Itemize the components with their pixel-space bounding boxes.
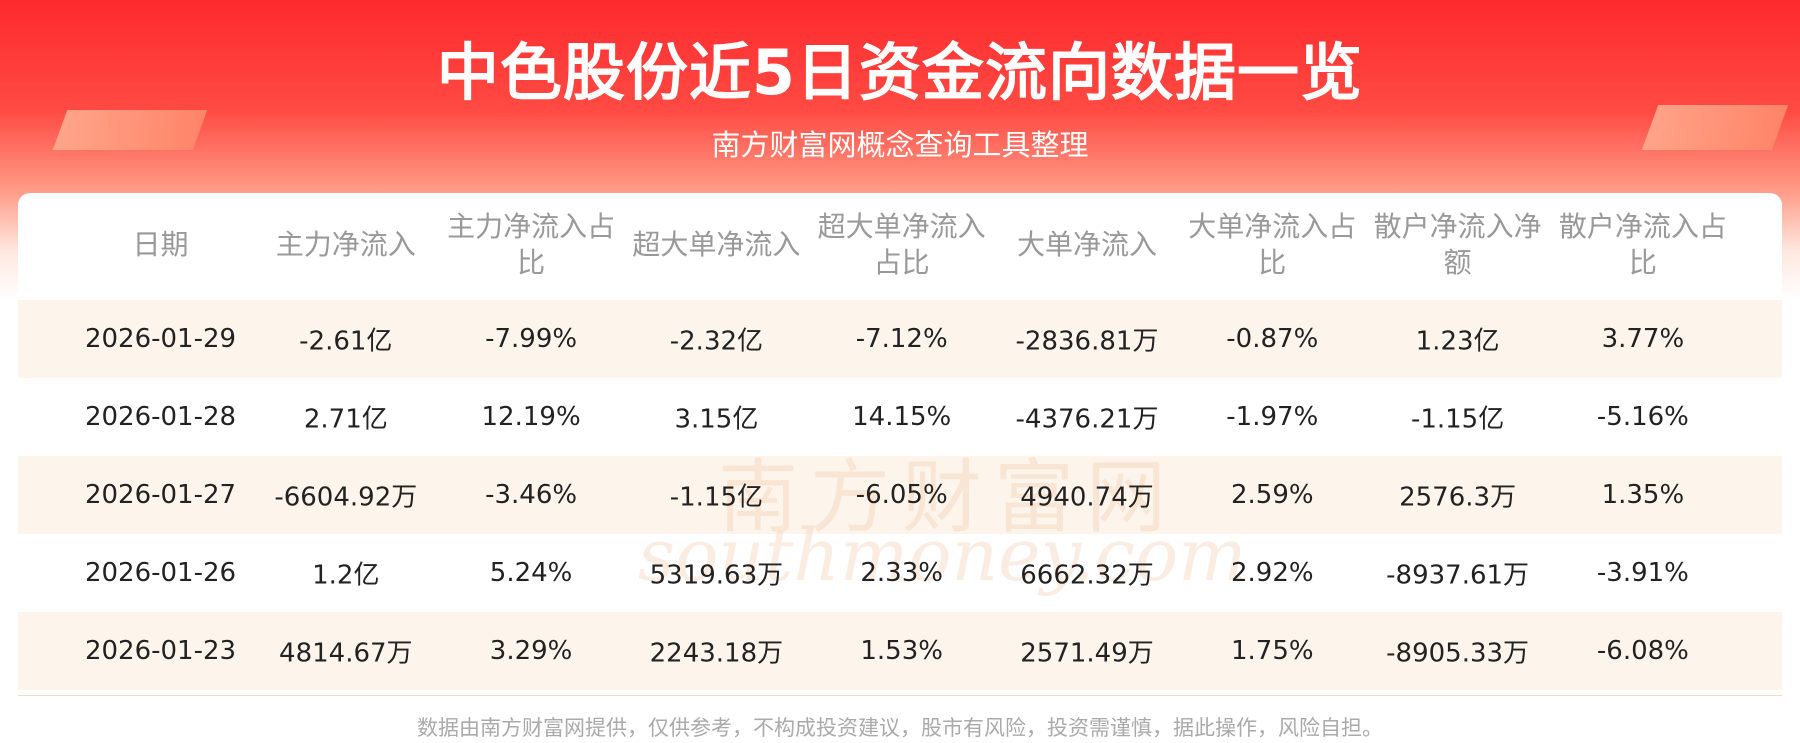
table-cell: -4376.21万 (1015, 404, 1159, 435)
table-cell: -8905.33万 (1386, 638, 1530, 669)
table-cell: 5.24% (489, 558, 573, 588)
table-cell: 6662.32万 (1020, 560, 1154, 591)
table-cell: -1.15亿 (669, 482, 764, 513)
row-background (18, 300, 1782, 378)
table-cell: 2026-01-29 (84, 324, 237, 354)
table-cell: 1.53% (860, 636, 943, 666)
title: 中色股份近5日资金流向数据一览 (436, 36, 1364, 109)
table-cell: -7.12% (855, 324, 948, 354)
table-cell: 5319.63万 (649, 560, 784, 591)
table-cell: 1.35% (1601, 480, 1685, 510)
subtitle: 南方财富网概念查询工具整理 (711, 128, 1089, 162)
column-header: 日期 (132, 228, 189, 261)
table-cell: -6.05% (855, 480, 948, 510)
footer: 数据由南方财富网提供，仅供参考，不构成投资建议，股市有风险，投资需谨慎，据此操作… (417, 716, 1383, 740)
table-cell: 1.2亿 (312, 560, 380, 591)
table-cell: 2571.49万 (1020, 638, 1154, 669)
column-header: 大单净流入 (1016, 228, 1157, 261)
table-cell: -5.16% (1596, 402, 1689, 432)
table-cell: 1.23亿 (1415, 326, 1500, 357)
table-cell: 2.92% (1230, 558, 1314, 588)
table-cell: -0.87% (1226, 324, 1319, 354)
table-cell: -2836.81万 (1015, 326, 1159, 357)
table-cell: -2.32亿 (669, 326, 764, 357)
table-cell: 2026-01-26 (84, 558, 237, 588)
column-header: 超大单净流入 (632, 228, 801, 261)
table-cell: -2.61亿 (299, 326, 393, 357)
table-cell: 4814.67万 (279, 638, 413, 669)
table-cell: 2.71亿 (303, 404, 388, 435)
table-cell: 2.59% (1230, 480, 1314, 510)
table-cell: -8937.61万 (1386, 560, 1530, 591)
table-cell: -1.15亿 (1410, 404, 1505, 435)
table-cell: -6.08% (1596, 636, 1689, 666)
column-header: 散户净流入占比 (1558, 210, 1727, 279)
row-background (18, 612, 1782, 690)
table-cell: 3.29% (489, 636, 573, 666)
table-cell: 2576.3万 (1399, 482, 1517, 513)
column-header: 主力净流入 (275, 228, 416, 261)
table-cell: 3.15亿 (674, 404, 759, 435)
table-cell: 2026-01-23 (84, 636, 237, 666)
column-header: 散户净流入净额 (1373, 210, 1542, 279)
table-cell: -1.97% (1226, 402, 1319, 432)
watermark: southmoney.com (638, 513, 1247, 597)
table-cell: 3.77% (1601, 324, 1685, 354)
table-cell: 2.33% (860, 558, 943, 588)
table-cell: -6604.92万 (274, 482, 418, 513)
table-cell: 2026-01-28 (84, 402, 237, 432)
table-card: 南方财富网 southmoney.com 日期 主力净流入 主力净流入占比 超大单净流… (18, 193, 1782, 696)
table-cell: -7.99% (485, 324, 578, 354)
table-cell: 4940.74万 (1020, 482, 1154, 513)
column-header: 大单净流入占比 (1188, 210, 1357, 279)
column-header: 主力净流入占比 (447, 210, 616, 279)
table-cell: -3.46% (485, 480, 578, 510)
column-header: 超大单净流入占比 (817, 210, 986, 279)
table-cell: 14.15% (852, 402, 952, 432)
table-cell: 2026-01-27 (84, 480, 237, 510)
table-cell: 1.75% (1230, 636, 1314, 666)
table-cell: 12.19% (481, 402, 581, 432)
table-cell: 2243.18万 (649, 638, 784, 669)
table-cell: -3.91% (1596, 558, 1689, 588)
watermark: 南方财富网 (718, 451, 1178, 544)
row-background (18, 456, 1782, 534)
